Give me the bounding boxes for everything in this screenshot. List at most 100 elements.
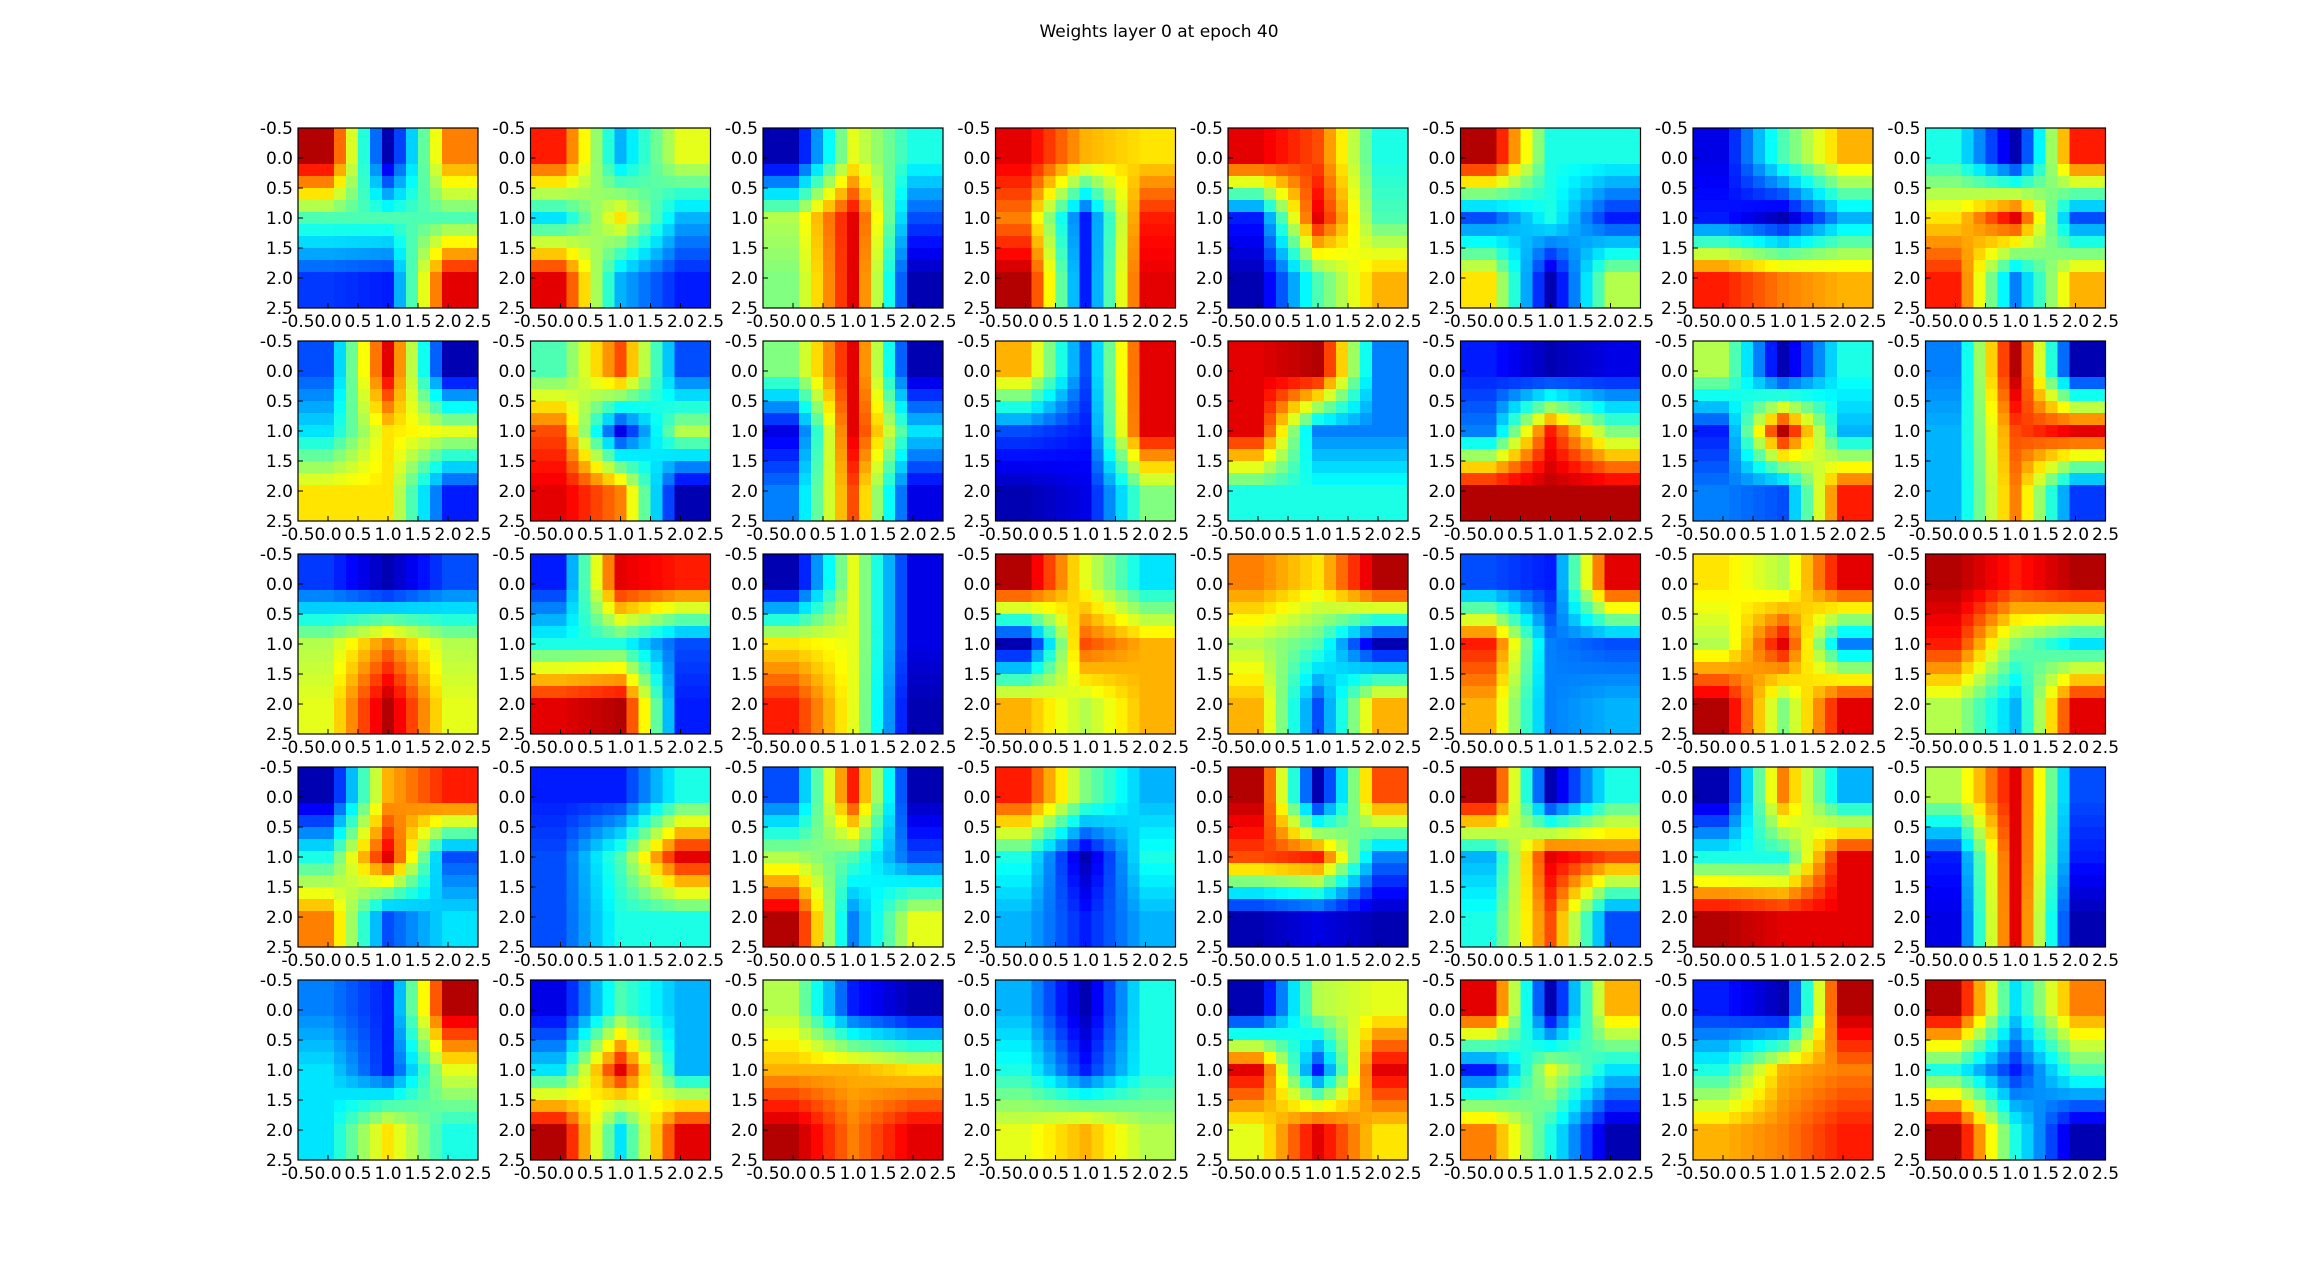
heatmap-cell (542, 674, 556, 687)
heatmap-cell (662, 509, 676, 522)
heatmap-cell (847, 389, 860, 402)
heatmap-cell (638, 578, 652, 591)
heatmap-cell (394, 224, 407, 237)
heatmap-cell (530, 674, 544, 687)
heatmap-cell (1717, 473, 1730, 486)
heatmap-cell (466, 566, 479, 579)
heatmap-cell (1949, 485, 1963, 498)
y-tick-label: -0.5 (1887, 332, 1920, 352)
heatmap-cell (2045, 353, 2059, 366)
heatmap-cell (895, 437, 908, 450)
heatmap-cell (1861, 176, 1874, 189)
heatmap-cell (542, 578, 556, 591)
heatmap-cell (931, 284, 944, 297)
heatmap-cell (1825, 284, 1838, 297)
heatmap-cell (835, 509, 848, 522)
heatmap-cell (298, 401, 311, 414)
heatmap-cell (1813, 497, 1826, 510)
heatmap-cell (1556, 176, 1570, 189)
heatmap-cell (1568, 152, 1582, 165)
heatmap-cell (442, 341, 455, 354)
heatmap-cell (322, 260, 335, 273)
heatmap-cell (2045, 200, 2059, 213)
heatmap-cell (346, 152, 359, 165)
heatmap-cell (1384, 509, 1397, 522)
heatmap-cell (1568, 461, 1582, 474)
heatmap-cell (466, 248, 479, 261)
heatmap-cell (775, 638, 788, 651)
heatmap-cell (1508, 236, 1522, 249)
heatmap-cell (1384, 212, 1397, 225)
heatmap-cell (2009, 341, 2023, 354)
heatmap-cell (1628, 212, 1642, 225)
heatmap-cell (931, 662, 944, 675)
heatmap-cell (1985, 377, 1999, 390)
heatmap-cell (334, 473, 347, 486)
heatmap-cell (1825, 224, 1838, 237)
heatmap-cell (418, 554, 431, 567)
heatmap-cell (322, 578, 335, 591)
heatmap-cell (1568, 176, 1582, 189)
heatmap-cell (1067, 284, 1081, 297)
heatmap-cell (1019, 461, 1033, 474)
heatmap-cell (907, 497, 920, 510)
heatmap-cell (1925, 140, 1939, 153)
heatmap-cell (1043, 509, 1057, 522)
heatmap-cell (787, 377, 800, 390)
y-tick-label: 1.0 (1661, 422, 1688, 442)
heatmap-cell (382, 578, 395, 591)
heatmap-cell (1592, 284, 1606, 297)
heatmap-cell (1777, 389, 1790, 402)
x-tick-label: 2.5 (1627, 312, 1654, 332)
heatmap-cell (1079, 449, 1093, 462)
heatmap-cell (1252, 284, 1265, 297)
heatmap-cell (1240, 236, 1253, 249)
heatmap-cell (931, 437, 944, 450)
heatmap-cell (823, 401, 836, 414)
heatmap-cell (847, 698, 860, 711)
heatmap-cell (1396, 413, 1409, 426)
heatmap-cell (1007, 485, 1021, 498)
heatmap-cell (1741, 509, 1754, 522)
heatmap-cell (895, 626, 908, 639)
heatmap-cell (859, 674, 872, 687)
heatmap-cell (1276, 296, 1289, 309)
heatmap-cell (2033, 473, 2047, 486)
heatmap-cell (1753, 212, 1766, 225)
heatmap-cell (763, 638, 776, 651)
heatmap-cell (334, 497, 347, 510)
heatmap-cell (919, 224, 932, 237)
heatmap-cell (1103, 296, 1117, 309)
heatmap-cell (1973, 353, 1987, 366)
heatmap-cell (662, 200, 676, 213)
heatmap-cell (1801, 128, 1814, 141)
heatmap-cell (1031, 224, 1045, 237)
heatmap-cell (566, 686, 580, 699)
heatmap-cell (1163, 152, 1177, 165)
heatmap-cell (322, 554, 335, 567)
heatmap-cell (466, 353, 479, 366)
heatmap-cell (2081, 401, 2095, 414)
heatmap-cell (1384, 485, 1397, 498)
heatmap-cell (1693, 224, 1706, 237)
heatmap-cell (1079, 461, 1093, 474)
heatmap-cell (1151, 590, 1165, 603)
heatmap-cell (1264, 509, 1277, 522)
heatmap-cell (442, 272, 455, 285)
heatmap-cell (1556, 365, 1570, 378)
heatmap-cell (358, 566, 371, 579)
heatmap-cell (907, 176, 920, 189)
heatmap-cell (1139, 638, 1153, 651)
heatmap-cell (650, 188, 664, 201)
heatmap-cell (907, 485, 920, 498)
heatmap-cell (1508, 425, 1522, 438)
heatmap-cell (919, 284, 932, 297)
heatmap-cell (650, 686, 664, 699)
heatmap-cell (406, 674, 419, 687)
heatmap-cell (1067, 662, 1081, 675)
heatmap-cell (1163, 188, 1177, 201)
heatmap-cell (1961, 284, 1975, 297)
heatmap-cell (1228, 212, 1241, 225)
heatmap-cell (698, 365, 712, 378)
heatmap-cell (1240, 365, 1253, 378)
